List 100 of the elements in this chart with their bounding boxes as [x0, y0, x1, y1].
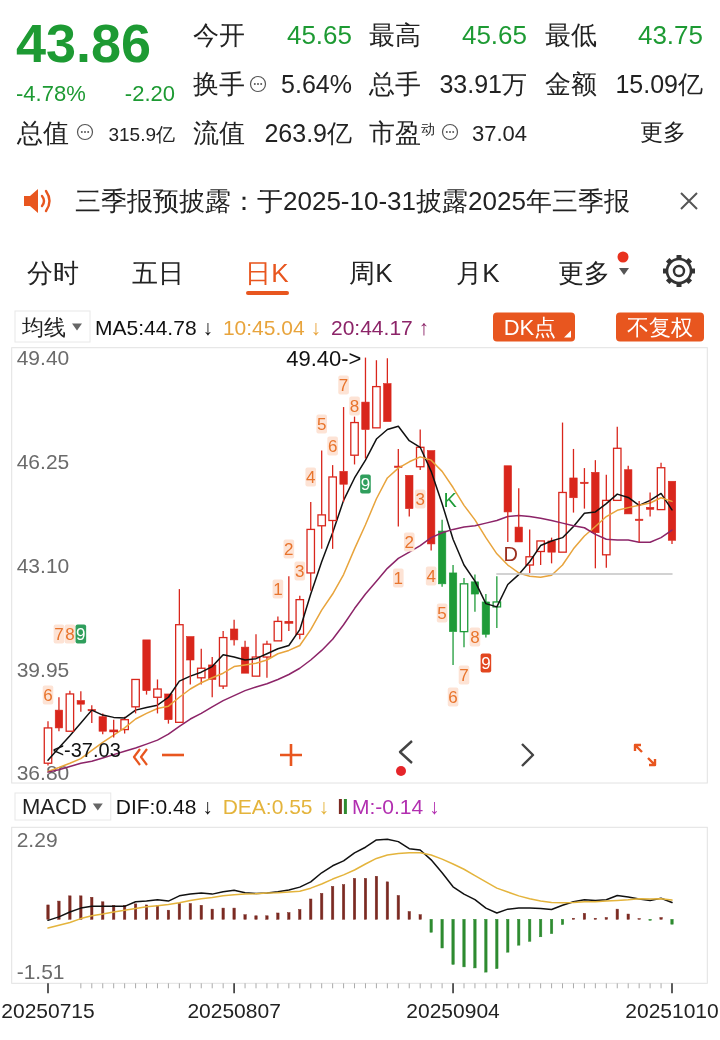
bar: [276, 912, 280, 920]
bar: [539, 919, 543, 938]
bar: [232, 907, 236, 920]
candlestick: [635, 500, 644, 543]
x-tick-label: 20250807: [187, 999, 281, 1023]
bar: [145, 904, 148, 920]
bar: [320, 893, 324, 920]
candlestick: [317, 449, 327, 550]
annotation: 2: [284, 540, 294, 559]
text: 流值: [193, 118, 245, 148]
text: 更多: [558, 258, 610, 288]
text: 263.9亿: [264, 119, 352, 147]
text: 5.64%: [281, 70, 352, 98]
bar: [199, 905, 203, 920]
bar: [615, 908, 619, 920]
y-tick-label: 49.40: [16, 345, 70, 369]
bar: [134, 903, 138, 920]
bar: [528, 919, 532, 942]
bar: [440, 919, 444, 949]
bar: [670, 919, 674, 925]
bar: [385, 881, 389, 920]
text: 315.9亿: [108, 124, 175, 145]
bar: [265, 915, 269, 920]
text: 33.91万: [439, 70, 527, 98]
bar: [254, 915, 258, 920]
text: 换手: [193, 69, 245, 99]
bar: [484, 919, 488, 973]
candlestick: [273, 615, 283, 642]
bar: [429, 919, 433, 933]
candlestick: [43, 720, 53, 767]
candlestick: [65, 690, 75, 732]
bar: [57, 900, 61, 920]
candlestick: [481, 593, 490, 639]
bar: [298, 909, 302, 920]
text: 更多: [640, 119, 686, 145]
y-tick-label: 43.10: [16, 553, 70, 577]
bar: [331, 886, 335, 920]
text: 市盈$^{动}$: [369, 118, 435, 148]
annotation: 1: [273, 580, 283, 599]
bar: [243, 914, 247, 920]
annotation: 4: [426, 567, 436, 586]
annotation: 9: [76, 625, 86, 644]
candlestick: [503, 465, 512, 543]
text: DK点: [503, 315, 557, 340]
bar: [210, 908, 214, 920]
text: 45.65: [286, 20, 352, 50]
text: DEA:0.55 ↓: [222, 795, 329, 818]
candlestick: [383, 357, 392, 422]
legend-title: MACD: [22, 794, 87, 819]
bar: [407, 911, 411, 920]
bar: [462, 919, 466, 968]
text: 最高: [369, 20, 421, 50]
candlestick: [175, 588, 184, 723]
bar: [374, 876, 378, 920]
x-tick-label: 20250904: [406, 999, 501, 1023]
bar: [166, 909, 170, 920]
annotation: 7: [459, 666, 469, 685]
candlestick: [667, 480, 677, 545]
candlestick: [470, 573, 479, 613]
text: 总值: [16, 118, 69, 148]
bar: [364, 878, 367, 920]
text: 37.04: [471, 121, 527, 146]
bar: [506, 919, 510, 953]
y-tick-label: 39.95: [16, 657, 70, 681]
text: 15.09亿: [615, 70, 703, 98]
candlestick: [186, 636, 195, 686]
annotation: 6: [327, 437, 338, 456]
bar: [582, 913, 586, 920]
annotation: 9: [360, 475, 371, 494]
candlestick: [54, 696, 63, 732]
bar: [495, 919, 499, 969]
bar: [287, 912, 291, 920]
text: 月K: [456, 258, 501, 288]
annotation: 7: [54, 625, 64, 644]
candlestick: [459, 577, 469, 648]
annotation: 4: [306, 468, 316, 487]
bar: [221, 907, 225, 920]
annotation: 1: [393, 569, 404, 588]
annotation: 3: [415, 490, 425, 509]
annotation: 3: [295, 562, 305, 581]
text: 五日: [132, 258, 184, 288]
annotation: 7: [338, 376, 349, 395]
bar: [188, 903, 192, 920]
candlestick: [514, 487, 523, 543]
bar: [550, 919, 554, 934]
candlestick: [558, 421, 567, 553]
text: 周K: [349, 258, 394, 288]
annotation: K: [443, 489, 458, 511]
text: 不复权: [627, 315, 693, 340]
annotation: 6: [448, 688, 458, 707]
bar: [46, 904, 50, 920]
candlestick: [361, 356, 370, 460]
bar: [156, 905, 159, 920]
line-series: [47, 852, 673, 929]
candlestick: [646, 491, 655, 518]
text: 分时: [27, 258, 79, 288]
annotation: 8: [470, 628, 480, 647]
text: 三季报预披露：于2025-10-31披露2025年三季报: [75, 186, 630, 216]
y-tick-label: 36.80: [16, 761, 70, 785]
text: 今开: [193, 20, 245, 50]
